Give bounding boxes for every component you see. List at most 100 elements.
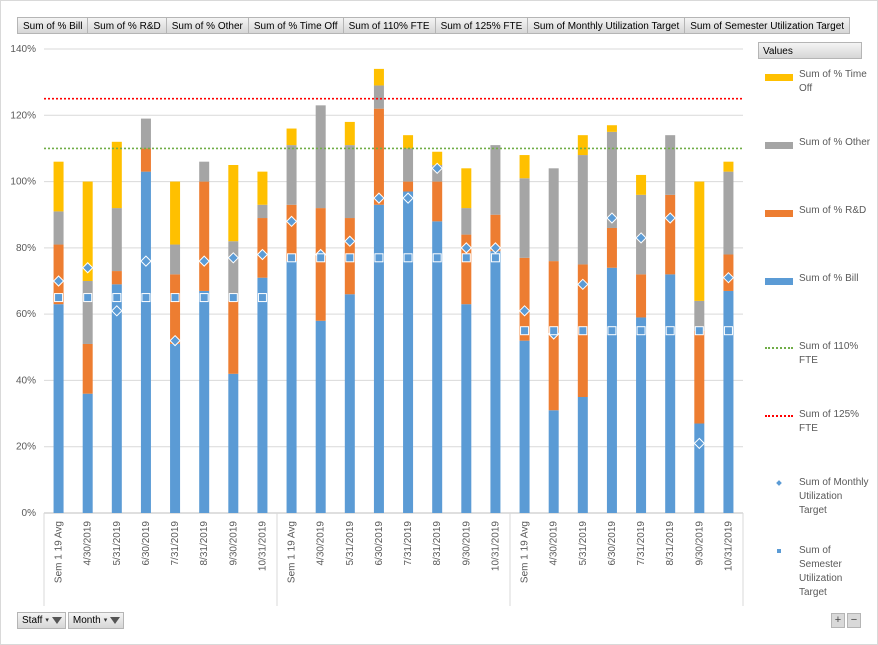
semester-target-marker <box>287 253 297 263</box>
x-tick-label: 9/30/2019 <box>461 521 472 566</box>
bar-segment-rd <box>257 218 268 278</box>
bar-segment-rd <box>199 181 210 291</box>
x-tick-label: 6/30/2019 <box>141 521 152 566</box>
bar-segment-rd <box>432 181 443 222</box>
monthly-target-marker <box>140 255 152 267</box>
bar-segment-timeoff <box>636 174 647 195</box>
field-button-other[interactable]: Sum of % Other <box>165 17 248 34</box>
legend-swatch-other <box>765 142 793 149</box>
bar-segment-timeoff <box>403 135 414 149</box>
bar-segment-other <box>606 131 617 228</box>
monthly-target-marker <box>227 252 240 264</box>
field-button-bill[interactable]: Sum of % Bill <box>17 17 88 34</box>
semester-target-marker <box>636 326 646 336</box>
y-tick-label: 40% <box>16 375 36 386</box>
y-tick-label: 80% <box>16 243 36 254</box>
bar-segment-rd <box>636 274 647 318</box>
monthly-target-marker <box>256 248 269 261</box>
field-button-110-fte[interactable]: Sum of 110% FTE <box>342 17 435 34</box>
monthly-target-marker <box>169 334 181 347</box>
semester-target-marker <box>665 326 675 336</box>
bar-segment-bill <box>577 397 588 513</box>
expand-field-button[interactable]: + <box>831 613 845 628</box>
bar-segment-other <box>577 155 588 265</box>
bar-segment-bill <box>665 274 676 513</box>
monthly-target-marker <box>431 162 443 175</box>
semester-target-marker <box>141 293 151 303</box>
legend-label-semester-target: Sum of Semester Utilization Target <box>799 545 843 598</box>
bar-segment-other <box>723 171 734 255</box>
axis-field-bar: Staff ▾ Month ▾ <box>17 612 125 629</box>
monthly-target-marker <box>693 437 706 450</box>
legend-swatch-time-off <box>765 74 793 81</box>
monthly-target-marker <box>373 192 385 204</box>
x-tick-label: 8/31/2019 <box>199 521 210 566</box>
bar-segment-bill <box>111 284 122 513</box>
monthly-target-marker <box>577 278 589 291</box>
field-button-semester-target[interactable]: Sum of Semester Utilization Target <box>684 17 851 34</box>
x-tick-label: Sem 1 19 Avg <box>54 521 65 583</box>
semester-target-marker <box>228 293 238 303</box>
semester-target-marker <box>578 326 588 336</box>
bar-segment-bill <box>286 261 297 513</box>
filter-button-month[interactable]: Month ▾ <box>67 612 125 629</box>
y-tick-label: 60% <box>16 309 36 320</box>
semester-target-marker <box>723 326 733 336</box>
bar-segment-timeoff <box>344 121 355 146</box>
bar-segment-rd <box>170 274 181 344</box>
legend-label-other: Sum of % Other <box>799 137 871 148</box>
bar-segment-timeoff <box>228 165 239 242</box>
semester-target-marker <box>257 293 267 303</box>
legend-label-rd: Sum of % R&D <box>799 205 867 216</box>
x-tick-label: 4/30/2019 <box>83 521 94 566</box>
monthly-target-marker <box>635 232 647 244</box>
semester-target-marker <box>461 253 471 263</box>
x-tick-label: 5/31/2019 <box>578 521 589 566</box>
legend-values-header[interactable]: Values <box>758 42 862 59</box>
bar-segment-other <box>257 204 268 219</box>
bar-segment-bill <box>490 251 501 513</box>
semester-target-marker <box>170 293 180 303</box>
monthly-target-marker <box>81 262 94 274</box>
bar-segment-timeoff <box>519 155 530 179</box>
filter-label-staff: Staff <box>22 615 43 626</box>
field-button-125-fte[interactable]: Sum of 125% FTE <box>434 17 528 34</box>
monthly-target-marker <box>606 212 618 224</box>
x-tick-label: Sem 1 19 Avg <box>287 521 298 583</box>
bar-segment-timeoff <box>723 161 734 172</box>
monthly-target-marker <box>722 271 735 284</box>
filter-button-staff[interactable]: Staff ▾ <box>17 612 66 629</box>
bar-segment-bill <box>53 304 64 513</box>
field-button-monthly-target[interactable]: Sum of Monthly Utilization Target <box>527 17 685 34</box>
x-tick-label: 10/31/2019 <box>257 521 268 571</box>
bar-segment-bill <box>723 290 734 513</box>
bar-segment-rd <box>373 108 384 205</box>
semester-target-marker <box>403 253 413 263</box>
bar-segment-other <box>286 145 297 205</box>
semester-target-marker <box>520 326 530 336</box>
bar-segment-other <box>519 178 530 258</box>
collapse-field-button[interactable]: − <box>847 613 861 628</box>
filter-label-month: Month <box>72 615 101 626</box>
bar-segment-timeoff <box>461 168 472 209</box>
bar-segment-bill <box>170 343 181 513</box>
bar-segment-other <box>140 118 151 149</box>
bar-segment-rd <box>694 330 705 424</box>
bar-segment-other <box>665 135 676 195</box>
bar-segment-bill <box>636 317 647 513</box>
y-tick-label: 120% <box>10 110 36 121</box>
semester-target-marker <box>694 326 704 336</box>
bar-segment-bill <box>257 277 268 513</box>
field-button-time-off[interactable]: Sum of % Time Off <box>247 17 343 34</box>
bar-segment-other <box>373 85 384 109</box>
field-button-rd[interactable]: Sum of % R&D <box>87 17 166 34</box>
x-tick-label: 7/31/2019 <box>636 521 647 566</box>
bar-segment-other <box>53 211 64 245</box>
bar-segment-other <box>228 241 239 301</box>
bar-segment-timeoff <box>286 128 297 146</box>
x-tick-label: 10/31/2019 <box>490 521 501 571</box>
bar-segment-rd <box>228 300 239 374</box>
bar-segment-other <box>694 300 705 331</box>
y-tick-label: 20% <box>16 442 36 453</box>
